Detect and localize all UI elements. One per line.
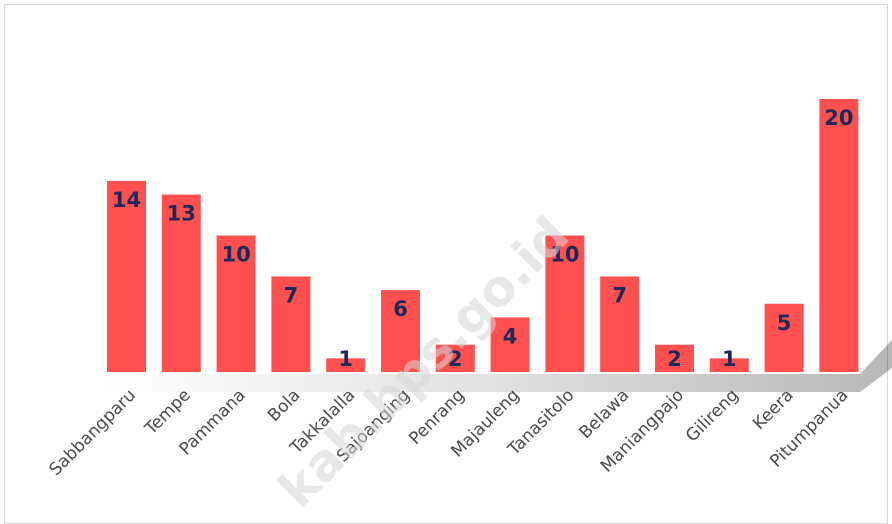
- bar-pammana: [216, 235, 256, 372]
- data-label: 13: [167, 202, 196, 226]
- data-label: 1: [722, 347, 737, 371]
- floor-shadow: [100, 340, 892, 392]
- bar-majauleng: [490, 317, 530, 372]
- data-label: 4: [503, 324, 518, 348]
- data-label: 10: [550, 243, 579, 267]
- category-label: Keera: [749, 385, 798, 434]
- data-label: 5: [777, 311, 792, 335]
- bar-belawa: [600, 276, 640, 372]
- watermark: kab.bps.go.id: [267, 206, 580, 510]
- category-label: Gilireng: [682, 385, 743, 446]
- bar-bola: [271, 276, 311, 372]
- bar-pitumpanua: [819, 99, 859, 372]
- category-label: Sabbangparu: [45, 385, 140, 480]
- data-label: 14: [112, 188, 141, 212]
- data-label: 10: [221, 243, 250, 267]
- data-label: 7: [284, 283, 299, 307]
- data-label: 1: [338, 347, 353, 371]
- data-label: 7: [612, 283, 627, 307]
- category-label: Tempe: [141, 385, 195, 439]
- bar-penrang: [435, 344, 475, 372]
- bar-takkalalla: [326, 358, 366, 372]
- bar-tanasitolo: [545, 235, 585, 372]
- bar-keera: [764, 303, 804, 372]
- data-label: 20: [824, 106, 853, 130]
- bar-gilireng: [709, 358, 749, 372]
- data-label: 2: [448, 347, 463, 371]
- bar-maniangpajo: [655, 344, 694, 372]
- bar-tempe: [161, 194, 201, 372]
- bar-sajoanging: [381, 290, 420, 372]
- bar-sabbangparu: [107, 180, 146, 372]
- data-label: 6: [393, 297, 408, 321]
- data-label: 2: [667, 347, 682, 371]
